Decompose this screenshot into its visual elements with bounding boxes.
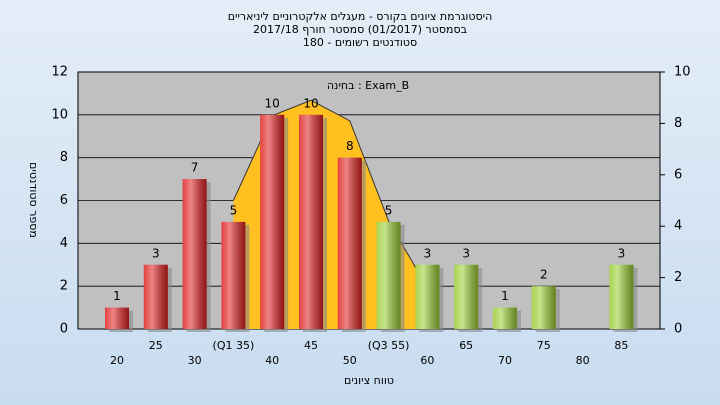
y2-tick-label: 6 bbox=[674, 167, 682, 182]
title-line: היסטוגרמת ציונים בקורס - מעגלים אלקטרוני… bbox=[228, 10, 493, 23]
x-tick-label: 25 bbox=[149, 339, 163, 352]
y2-tick-label: 8 bbox=[674, 116, 682, 131]
x-tick-label: 85 bbox=[614, 339, 628, 352]
data-label: 10 bbox=[303, 96, 318, 110]
data-label: 2 bbox=[540, 268, 548, 282]
x-tick-label: (Q3 55) bbox=[368, 339, 410, 352]
y-tick-label: 0 bbox=[60, 322, 68, 337]
data-label: 1 bbox=[501, 289, 509, 303]
x-tick-label: 20 bbox=[110, 354, 124, 367]
data-label: 3 bbox=[462, 246, 470, 260]
title-line: סטודנטים רשומים - 180 bbox=[303, 36, 417, 49]
y-tick-label: 4 bbox=[60, 236, 68, 251]
bar-shade bbox=[415, 264, 440, 329]
bar-shade bbox=[337, 157, 362, 329]
bar-shade bbox=[221, 221, 246, 329]
data-label: 5 bbox=[385, 203, 393, 217]
data-label: 5 bbox=[230, 203, 238, 217]
bar-shade bbox=[105, 307, 129, 329]
bar-shade bbox=[299, 114, 323, 329]
data-label: 1 bbox=[113, 289, 121, 303]
y-axis-label: מספר סטודנטים bbox=[27, 162, 40, 238]
data-label: 3 bbox=[424, 246, 432, 260]
y-tick-label: 8 bbox=[60, 150, 68, 165]
y2-tick-label: 2 bbox=[674, 270, 682, 285]
bar-shade bbox=[143, 264, 168, 329]
bar-shade bbox=[531, 286, 556, 329]
y-tick-label: 12 bbox=[51, 65, 68, 80]
x-tick-label: 40 bbox=[265, 354, 279, 367]
x-tick-label: 70 bbox=[498, 354, 512, 367]
data-label: 3 bbox=[152, 246, 160, 260]
y2-tick-label: 4 bbox=[674, 219, 682, 234]
x-tick-label: 80 bbox=[576, 354, 590, 367]
x-tick-label: 75 bbox=[537, 339, 551, 352]
y-tick-label: 6 bbox=[60, 193, 68, 208]
bar-shade bbox=[454, 264, 479, 329]
x-tick-label: 65 bbox=[459, 339, 473, 352]
data-label: 7 bbox=[191, 161, 199, 175]
x-tick-label: 30 bbox=[188, 354, 202, 367]
x-tick-label: 50 bbox=[343, 354, 357, 367]
bar-shade bbox=[376, 221, 401, 329]
y-tick-label: 10 bbox=[51, 107, 68, 122]
bar-shade bbox=[609, 264, 634, 329]
x-tick-label: 45 bbox=[304, 339, 318, 352]
data-label: 10 bbox=[265, 96, 280, 110]
bar-shade bbox=[493, 307, 517, 329]
y2-tick-label: 0 bbox=[674, 322, 682, 337]
annotation: בחינה : Exam_B bbox=[327, 79, 409, 92]
y2-tick-label: 10 bbox=[674, 65, 691, 80]
data-label: 3 bbox=[618, 246, 626, 260]
x-tick-label: (Q1 35) bbox=[213, 339, 255, 352]
y-tick-label: 2 bbox=[60, 279, 68, 294]
x-tick-label: 60 bbox=[420, 354, 434, 367]
x-axis-label: טווח ציונים bbox=[344, 374, 394, 387]
bar-shade bbox=[182, 179, 207, 329]
title-line: בסמסטר (01/2017) סמסטר חורף 2017/18 bbox=[253, 23, 467, 36]
bar-shade bbox=[260, 114, 285, 329]
data-label: 8 bbox=[346, 139, 354, 153]
